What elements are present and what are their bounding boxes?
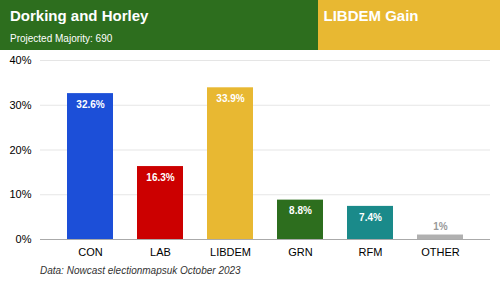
svg-text:GRN: GRN bbox=[288, 246, 313, 258]
svg-text:LAB: LAB bbox=[150, 246, 171, 258]
svg-text:16.3%: 16.3% bbox=[146, 172, 174, 183]
svg-text:20%: 20% bbox=[9, 144, 31, 156]
svg-text:7.4%: 7.4% bbox=[359, 212, 382, 223]
svg-text:8.8%: 8.8% bbox=[289, 205, 312, 216]
html-text:Dorking and Horley: Dorking and Horley bbox=[10, 7, 149, 24]
svg-text:33.9%: 33.9% bbox=[216, 93, 244, 104]
svg-text:CON: CON bbox=[78, 246, 103, 258]
svg-text:10%: 10% bbox=[9, 188, 31, 200]
html-text:Projected Majority: 690: Projected Majority: 690 bbox=[10, 33, 113, 44]
svg-text:32.6%: 32.6% bbox=[76, 99, 104, 110]
svg-text:OTHER: OTHER bbox=[421, 246, 460, 258]
html-text:Data: Nowcast electionmapsuk O: Data: Nowcast electionmapsuk October 202… bbox=[40, 265, 241, 276]
svg-text:1%: 1% bbox=[433, 221, 448, 232]
svg-text:LIBDEM: LIBDEM bbox=[210, 246, 251, 258]
html-text:LIBDEM Gain: LIBDEM Gain bbox=[323, 7, 419, 24]
svg-text:RFM: RFM bbox=[359, 246, 383, 258]
svg-text:30%: 30% bbox=[9, 99, 31, 111]
svg-text:40%: 40% bbox=[9, 54, 31, 66]
svg-text:0%: 0% bbox=[16, 233, 32, 245]
